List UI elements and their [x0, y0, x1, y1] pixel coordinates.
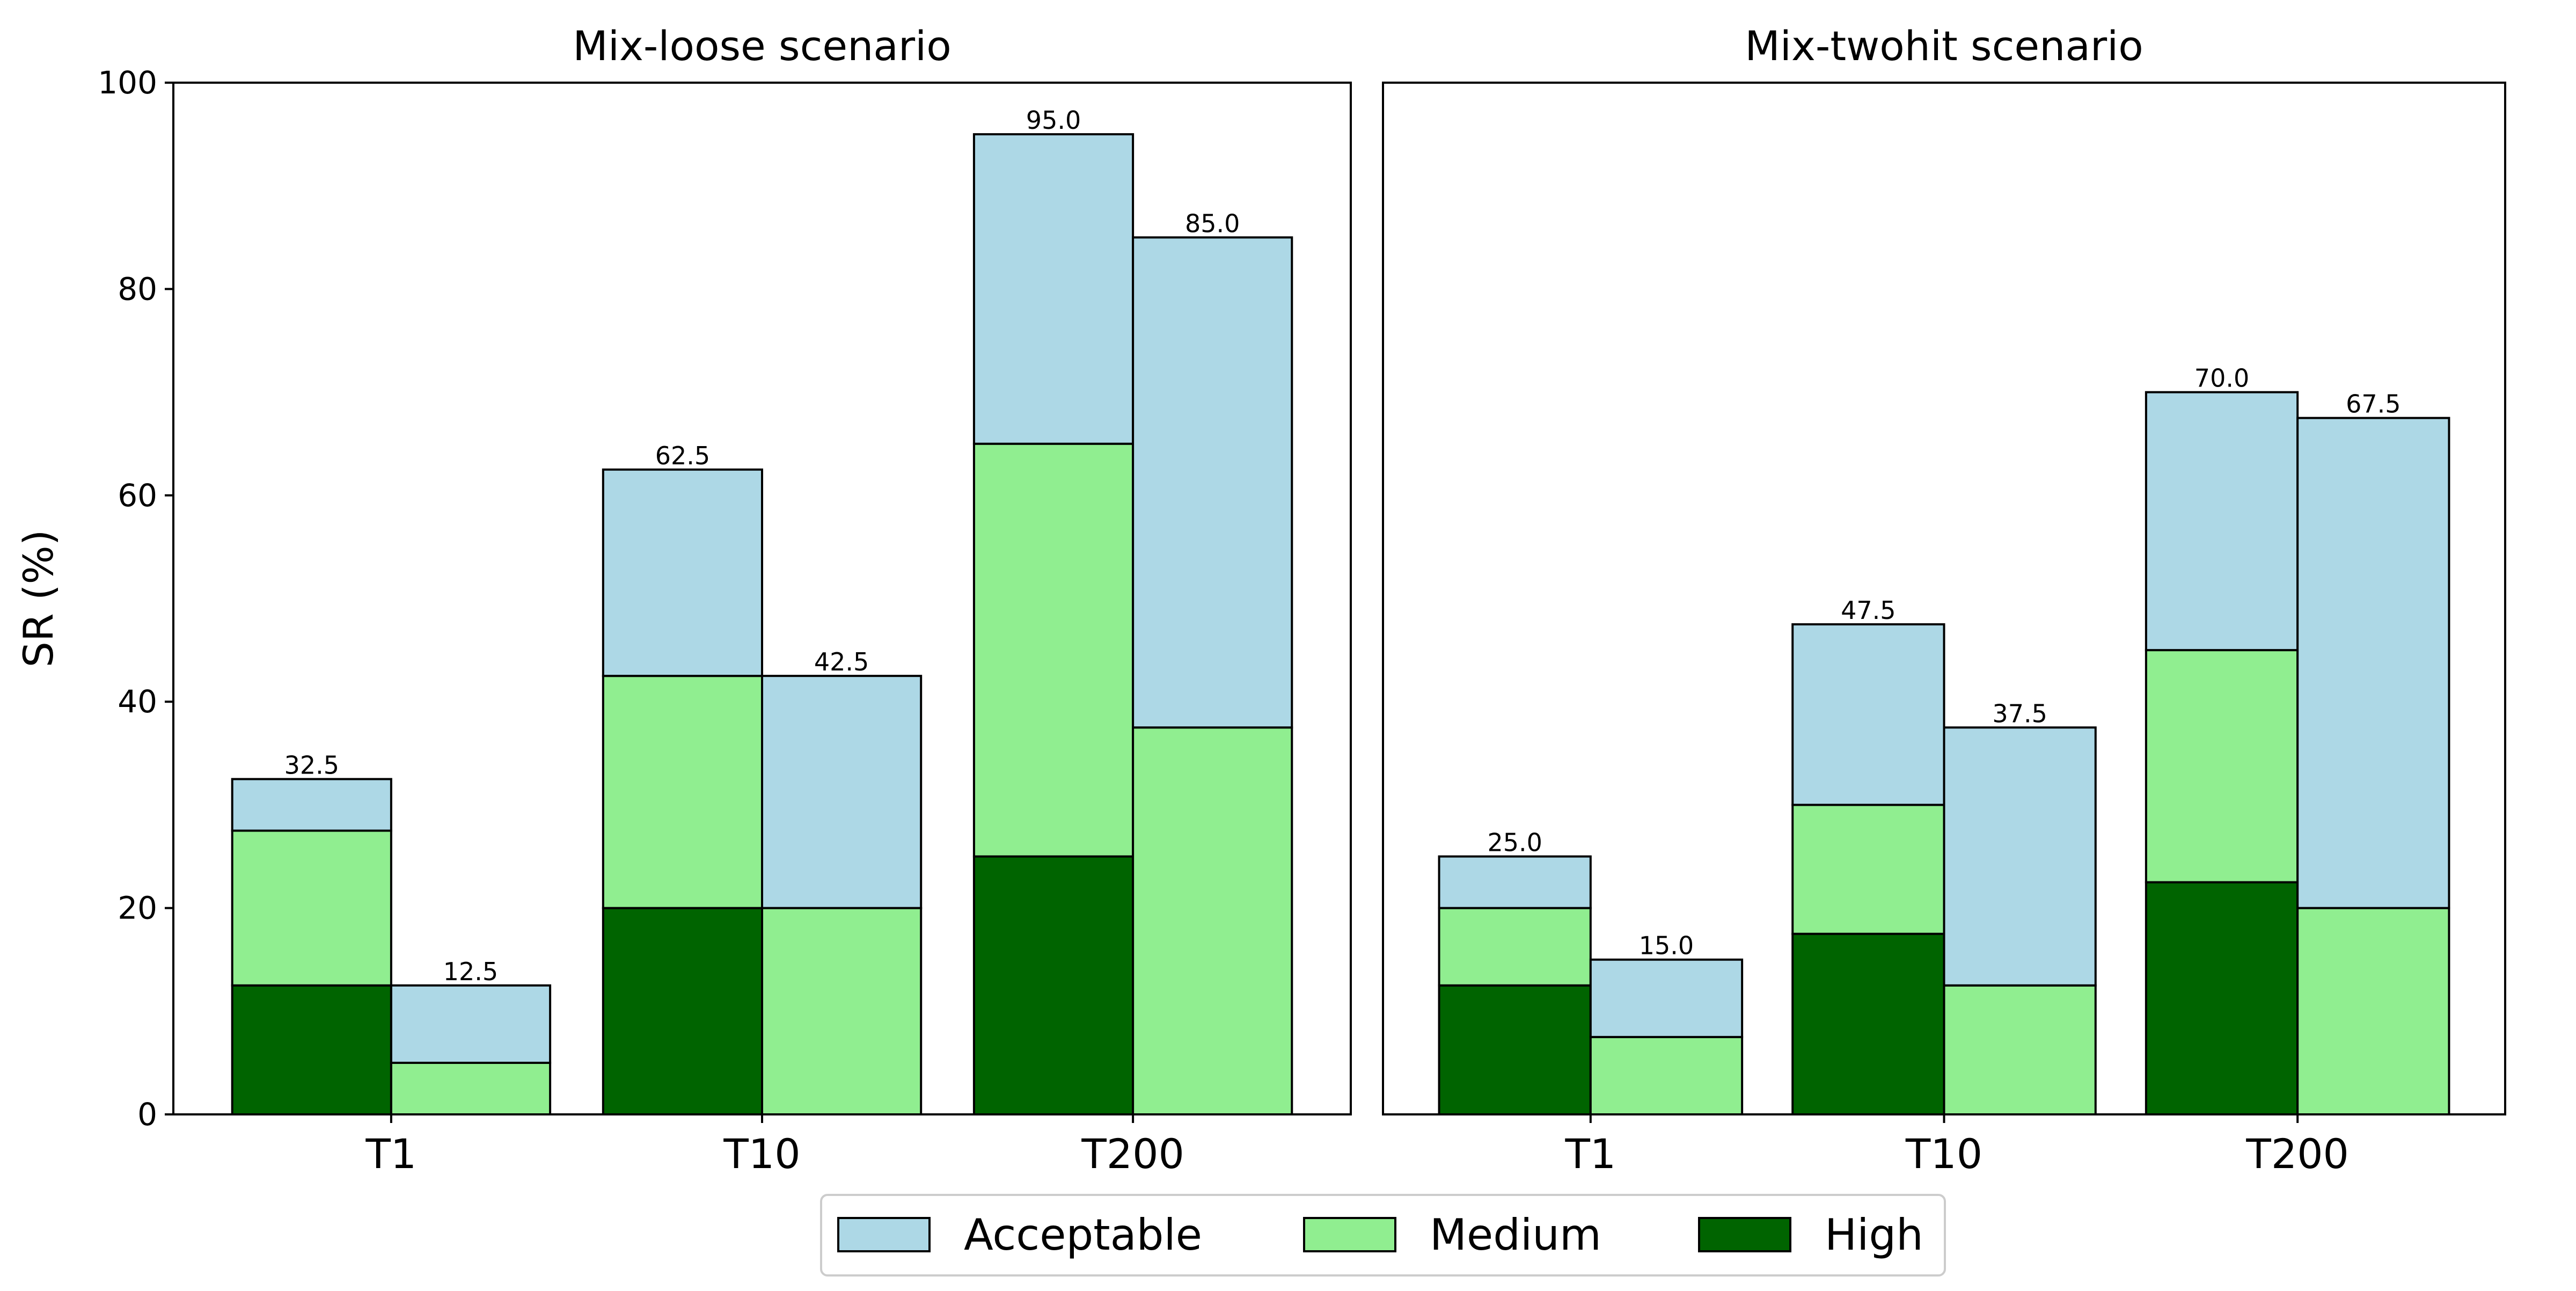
- bar-segment-medium: [1589, 1035, 1744, 1115]
- y-tick-label: 20: [118, 890, 157, 927]
- panel-title: Mix-loose scenario: [573, 22, 951, 70]
- x-tick-label: T200: [2245, 1130, 2348, 1178]
- bar-total-label: 95.0: [1026, 106, 1081, 135]
- bar-total-label: 47.5: [1841, 596, 1896, 625]
- bar-total-label: 32.5: [284, 750, 339, 779]
- bar-segment-acceptable: [231, 778, 392, 832]
- bar-segment-high: [602, 907, 764, 1115]
- bar-segment-acceptable: [761, 675, 923, 909]
- bar-segment-medium: [1438, 907, 1592, 987]
- bar-stack-t10-left: 62.5: [602, 441, 764, 1115]
- bar-stack-t1-right: 12.5: [390, 957, 552, 1116]
- bar-segment-medium: [1943, 984, 2097, 1115]
- bar-stack-t200-left: 70.0: [2145, 364, 2299, 1116]
- bar-segment-medium: [390, 1061, 552, 1116]
- bar-stack-t10-left: 47.5: [1791, 596, 1945, 1116]
- panel-title: Mix-twohit scenario: [1745, 22, 2143, 70]
- x-tick-label: T10: [1905, 1130, 1982, 1178]
- bar-segment-high: [1438, 984, 1592, 1115]
- bar-segment-acceptable: [1589, 958, 1744, 1038]
- panel-1: Mix-loose scenario 32.5 12.5 62.5 42.5 95.0 85…: [98, 22, 1352, 1178]
- bar-total-label: 42.5: [814, 647, 869, 676]
- bar-stack-t10-right: 42.5: [761, 647, 923, 1115]
- bar-stack-t1-left: 25.0: [1438, 828, 1592, 1115]
- bar-stack-t1-right: 15.0: [1589, 931, 1744, 1115]
- legend-item-acceptable: Acceptable: [837, 1210, 1202, 1260]
- y-tick-label: 60: [118, 477, 157, 514]
- bar-segment-high: [2145, 881, 2299, 1116]
- x-tick-label: T1: [1564, 1130, 1616, 1178]
- bar-segment-acceptable: [2145, 391, 2299, 652]
- y-tick-label: 0: [137, 1096, 157, 1133]
- legend: Acceptable Medium High: [820, 1194, 1946, 1277]
- x-tick-label: T200: [1081, 1130, 1184, 1178]
- bar-total-label: 15.0: [1639, 931, 1694, 960]
- bar-segment-acceptable: [1132, 236, 1293, 729]
- legend-item-high: High: [1698, 1210, 1923, 1260]
- bar-segment-high: [231, 984, 392, 1115]
- y-axis-label: SR (%): [14, 530, 62, 668]
- bar-segment-medium: [231, 829, 392, 987]
- panel-2: Mix-twohit scenario 25.0 15.0 47.5 37.5 70.0 6…: [1382, 22, 2506, 1178]
- bar-stack-t200-left: 95.0: [972, 106, 1135, 1115]
- legend-item-medium: Medium: [1303, 1210, 1601, 1260]
- bar-segment-acceptable: [1943, 726, 2097, 987]
- legend-label: Acceptable: [964, 1210, 1202, 1260]
- bar-total-label: 70.0: [2194, 364, 2249, 393]
- bar-segment-medium: [2296, 907, 2450, 1115]
- y-tick-label: 100: [98, 64, 157, 101]
- y-tick-label: 40: [118, 683, 157, 720]
- bar-segment-acceptable: [390, 984, 552, 1064]
- legend-swatch: [1698, 1217, 1791, 1252]
- bar-total-label: 12.5: [443, 957, 498, 986]
- x-tick-label: T10: [723, 1130, 800, 1178]
- legend-swatch: [837, 1217, 931, 1252]
- bar-total-label: 37.5: [1992, 699, 2047, 728]
- legend-label: Medium: [1430, 1210, 1601, 1260]
- bar-segment-medium: [602, 675, 764, 909]
- bar-total-label: 25.0: [1487, 828, 1542, 857]
- bar-stack-t200-right: 85.0: [1132, 209, 1293, 1115]
- bar-segment-medium: [2145, 649, 2299, 884]
- bar-segment-acceptable: [972, 133, 1135, 445]
- bar-stack-t1-left: 32.5: [231, 750, 392, 1115]
- bar-stack-t10-right: 37.5: [1943, 699, 2097, 1115]
- bar-total-label: 85.0: [1185, 209, 1240, 238]
- panels-layer: SR (%) Mix-loose scenario 32.5 12.5 62.5 42.5…: [14, 22, 2506, 1178]
- bar-segment-acceptable: [1438, 855, 1592, 909]
- bar-segment-acceptable: [2296, 417, 2450, 909]
- bar-segment-acceptable: [602, 468, 764, 677]
- bar-segment-medium: [972, 442, 1135, 858]
- bar-segment-medium: [1791, 804, 1945, 935]
- legend-label: High: [1825, 1210, 1923, 1260]
- bar-segment-high: [1791, 932, 1945, 1116]
- y-tick-label: 80: [118, 271, 157, 307]
- bar-total-label: 62.5: [655, 441, 710, 470]
- bar-segment-medium: [1132, 726, 1293, 1115]
- legend-swatch: [1303, 1217, 1396, 1252]
- bar-segment-high: [972, 855, 1135, 1115]
- bar-total-label: 67.5: [2346, 390, 2401, 419]
- bar-segment-acceptable: [1791, 623, 1945, 806]
- bar-stack-t200-right: 67.5: [2296, 390, 2450, 1115]
- x-tick-label: T1: [365, 1130, 416, 1178]
- bar-segment-medium: [761, 907, 923, 1115]
